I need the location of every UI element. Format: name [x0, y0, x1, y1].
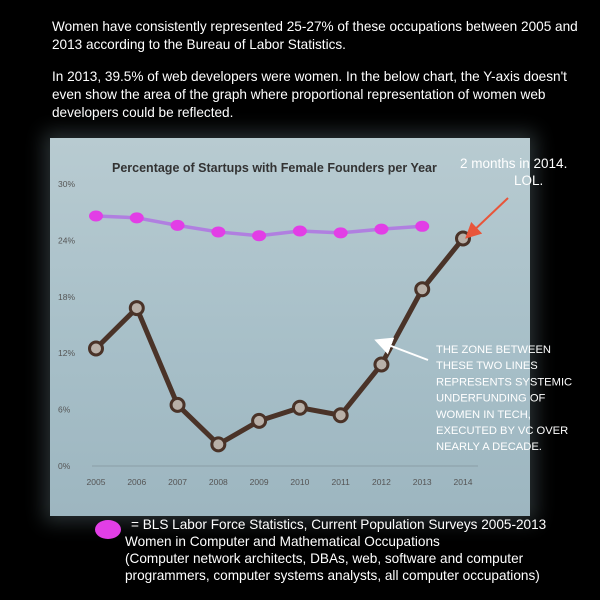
- projected-chart-screen: [50, 138, 530, 516]
- annotation-2014-months: 2 months in 2014. LOL.: [460, 156, 567, 188]
- legend-detail-2: programmers, computer systems analysts, …: [125, 568, 540, 583]
- series-startups: [88, 230, 471, 453]
- x-tick-label: 2007: [168, 477, 187, 487]
- intro-paragraph-1: Women have consistently represented 25-2…: [52, 19, 578, 52]
- x-tick-label: 2012: [372, 477, 391, 487]
- legend-detail-1: (Computer network architects, DBAs, web,…: [125, 551, 524, 566]
- x-tick-label: 2005: [87, 477, 106, 487]
- series-bls-point: [129, 212, 144, 224]
- annotation-months-line: LOL.: [514, 173, 543, 188]
- series-bls-point: [292, 225, 307, 237]
- y-tick-label: 18%: [58, 292, 75, 302]
- annotation-zone-line: NEARLY A DECADE.: [436, 441, 542, 453]
- x-tick-label: 2011: [332, 477, 351, 487]
- series-startups-point: [210, 436, 227, 453]
- annotation-zone-line: EXECUTED BY VC OVER: [436, 425, 568, 437]
- series-startups-point: [373, 356, 390, 373]
- y-tick-label: 12%: [58, 348, 75, 358]
- series-startups-point: [169, 396, 186, 413]
- x-tick-label: 2008: [209, 477, 228, 487]
- annotation-zone-line: THE ZONE BETWEEN: [436, 344, 551, 356]
- annotation-zone-line: THESE TWO LINES: [436, 360, 538, 372]
- series-bls-point: [252, 230, 267, 242]
- arrow-white-icon: [374, 337, 429, 361]
- annotation-zone-line: REPRESENTS SYSTEMIC: [436, 376, 572, 388]
- series-bls-point: [374, 223, 389, 235]
- x-tick-label: 2010: [290, 477, 309, 487]
- series-bls: [89, 210, 430, 242]
- intro-text: Women have consistently represented 25-2…: [52, 18, 592, 136]
- series-startups-point: [332, 407, 349, 424]
- intro-paragraph-2: In 2013, 39.5% of web developers were wo…: [52, 69, 567, 120]
- series-bls-point: [170, 219, 185, 231]
- legend: = BLS Labor Force Statistics, Current Po…: [95, 516, 595, 584]
- chart-title: Percentage of Startups with Female Found…: [112, 161, 437, 175]
- legend-source: = BLS Labor Force Statistics, Current Po…: [131, 517, 547, 532]
- series-bls-point: [89, 210, 103, 222]
- series-startups-point: [455, 230, 471, 247]
- annotation-zone-line: UNDERFUNDING OF: [436, 393, 546, 405]
- legend-marker-icon: [95, 520, 121, 539]
- arrow-red-icon: [465, 197, 509, 239]
- series-startups-line: [94, 236, 465, 447]
- chart-axes: 0% 6% 12% 18% 24% 30% 2005 2006 2007 2008 2009 2010…: [58, 179, 478, 487]
- y-tick-label: 0%: [58, 461, 71, 471]
- series-startups-point: [251, 412, 268, 429]
- chart-annotations: 2 months in 2014.LOL.THE ZONE BETWEENTHE…: [374, 156, 572, 453]
- series-startups-point: [414, 281, 431, 298]
- series-bls-point: [415, 220, 430, 232]
- x-tick-label: 2009: [250, 477, 269, 487]
- legend-category: Women in Computer and Mathematical Occup…: [125, 534, 440, 549]
- series-bls-point: [333, 227, 348, 239]
- annotation-zone-line: WOMEN IN TECH,: [436, 409, 531, 421]
- x-tick-label: 2006: [127, 477, 146, 487]
- annotation-months-line: 2 months in 2014.: [460, 156, 567, 171]
- x-tick-label: 2014: [454, 477, 473, 487]
- series-startups-point: [291, 399, 308, 416]
- annotation-zone: THE ZONE BETWEEN THESE TWO LINES REPRESENT…: [436, 344, 572, 453]
- y-tick-label: 6%: [58, 405, 71, 415]
- series-startups-point: [88, 340, 104, 357]
- y-tick-label: 30%: [58, 179, 75, 189]
- x-tick-label: 2013: [413, 477, 432, 487]
- series-startups-point: [128, 300, 145, 317]
- series-bls-point: [211, 226, 226, 238]
- y-tick-label: 24%: [58, 235, 75, 245]
